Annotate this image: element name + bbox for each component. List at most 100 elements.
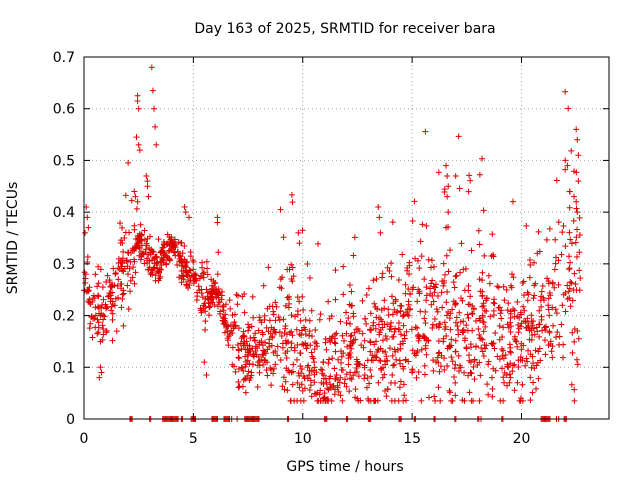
data-point [569, 329, 576, 336]
data-point [496, 304, 503, 311]
data-point [470, 363, 477, 370]
data-point [155, 268, 162, 275]
data-point [447, 326, 454, 333]
data-point [299, 341, 306, 348]
data-point [132, 193, 139, 200]
data-point [423, 222, 430, 229]
data-point [134, 97, 141, 104]
data-point [574, 136, 581, 143]
data-point [443, 162, 450, 169]
y-tick-label: 0.4 [53, 205, 75, 221]
data-point [307, 377, 314, 384]
data-point [272, 361, 279, 368]
data-point [520, 303, 527, 310]
data-point [371, 353, 378, 360]
data-point [144, 178, 151, 185]
data-point [468, 247, 475, 254]
data-point [326, 315, 333, 322]
data-point [135, 141, 142, 148]
data-point [542, 326, 549, 333]
data-point [466, 352, 473, 359]
data-point [218, 296, 225, 303]
data-point [471, 357, 478, 364]
data-point [528, 364, 535, 371]
data-point [109, 316, 116, 323]
data-point [248, 372, 255, 379]
data-point [576, 249, 583, 256]
data-point [268, 342, 275, 349]
data-point [284, 387, 291, 394]
data-point [297, 350, 304, 357]
data-point [198, 272, 205, 279]
data-point [100, 296, 107, 303]
data-point [340, 350, 347, 357]
data-point [303, 345, 310, 352]
data-point [422, 342, 429, 349]
data-point [536, 333, 543, 340]
data-point [141, 227, 148, 234]
data-point [451, 373, 458, 380]
data-point [120, 290, 127, 297]
data-point [511, 307, 518, 314]
data-point [119, 291, 126, 298]
data-point [335, 376, 342, 383]
data-point [120, 322, 127, 329]
data-point [450, 279, 457, 286]
data-markers [81, 64, 584, 422]
data-point [149, 271, 156, 278]
data-point [376, 357, 383, 364]
data-point [388, 260, 395, 267]
data-point [364, 375, 371, 382]
data-point [515, 329, 522, 336]
data-point [520, 318, 527, 325]
data-point [395, 277, 402, 284]
data-point [214, 303, 221, 310]
data-point [152, 272, 159, 279]
data-point [296, 240, 303, 247]
data-point [183, 281, 190, 288]
data-point [543, 236, 550, 243]
data-point [148, 64, 155, 71]
data-point [391, 306, 398, 313]
data-point [461, 397, 468, 404]
data-point [480, 300, 487, 307]
data-point [338, 366, 345, 373]
data-point [234, 292, 241, 299]
data-point [446, 342, 453, 349]
data-point [438, 289, 445, 296]
data-point [289, 368, 296, 375]
data-point [233, 291, 240, 298]
data-point [323, 346, 330, 353]
data-point [294, 311, 301, 318]
data-point [240, 333, 247, 340]
data-point [184, 278, 191, 285]
data-point [182, 262, 189, 269]
data-point [562, 289, 569, 296]
data-point [361, 375, 368, 382]
data-point [407, 305, 414, 312]
data-point [308, 367, 315, 374]
data-point [333, 330, 340, 337]
data-point [203, 258, 210, 265]
data-point [476, 331, 483, 338]
data-point [526, 257, 533, 264]
data-point [265, 328, 272, 335]
data-point [354, 358, 361, 365]
data-point [204, 265, 211, 272]
data-point [564, 162, 571, 169]
data-point [235, 325, 242, 332]
data-point [242, 375, 249, 382]
data-point [430, 298, 437, 305]
data-point [490, 340, 497, 347]
data-point [576, 232, 583, 239]
data-point [491, 300, 498, 307]
data-point [142, 246, 149, 253]
data-point [459, 297, 466, 304]
data-point [524, 315, 531, 322]
data-point [527, 262, 534, 269]
data-point [321, 390, 328, 397]
data-point [533, 385, 540, 392]
data-point [423, 292, 430, 299]
data-point [266, 336, 273, 343]
data-point [536, 248, 543, 255]
